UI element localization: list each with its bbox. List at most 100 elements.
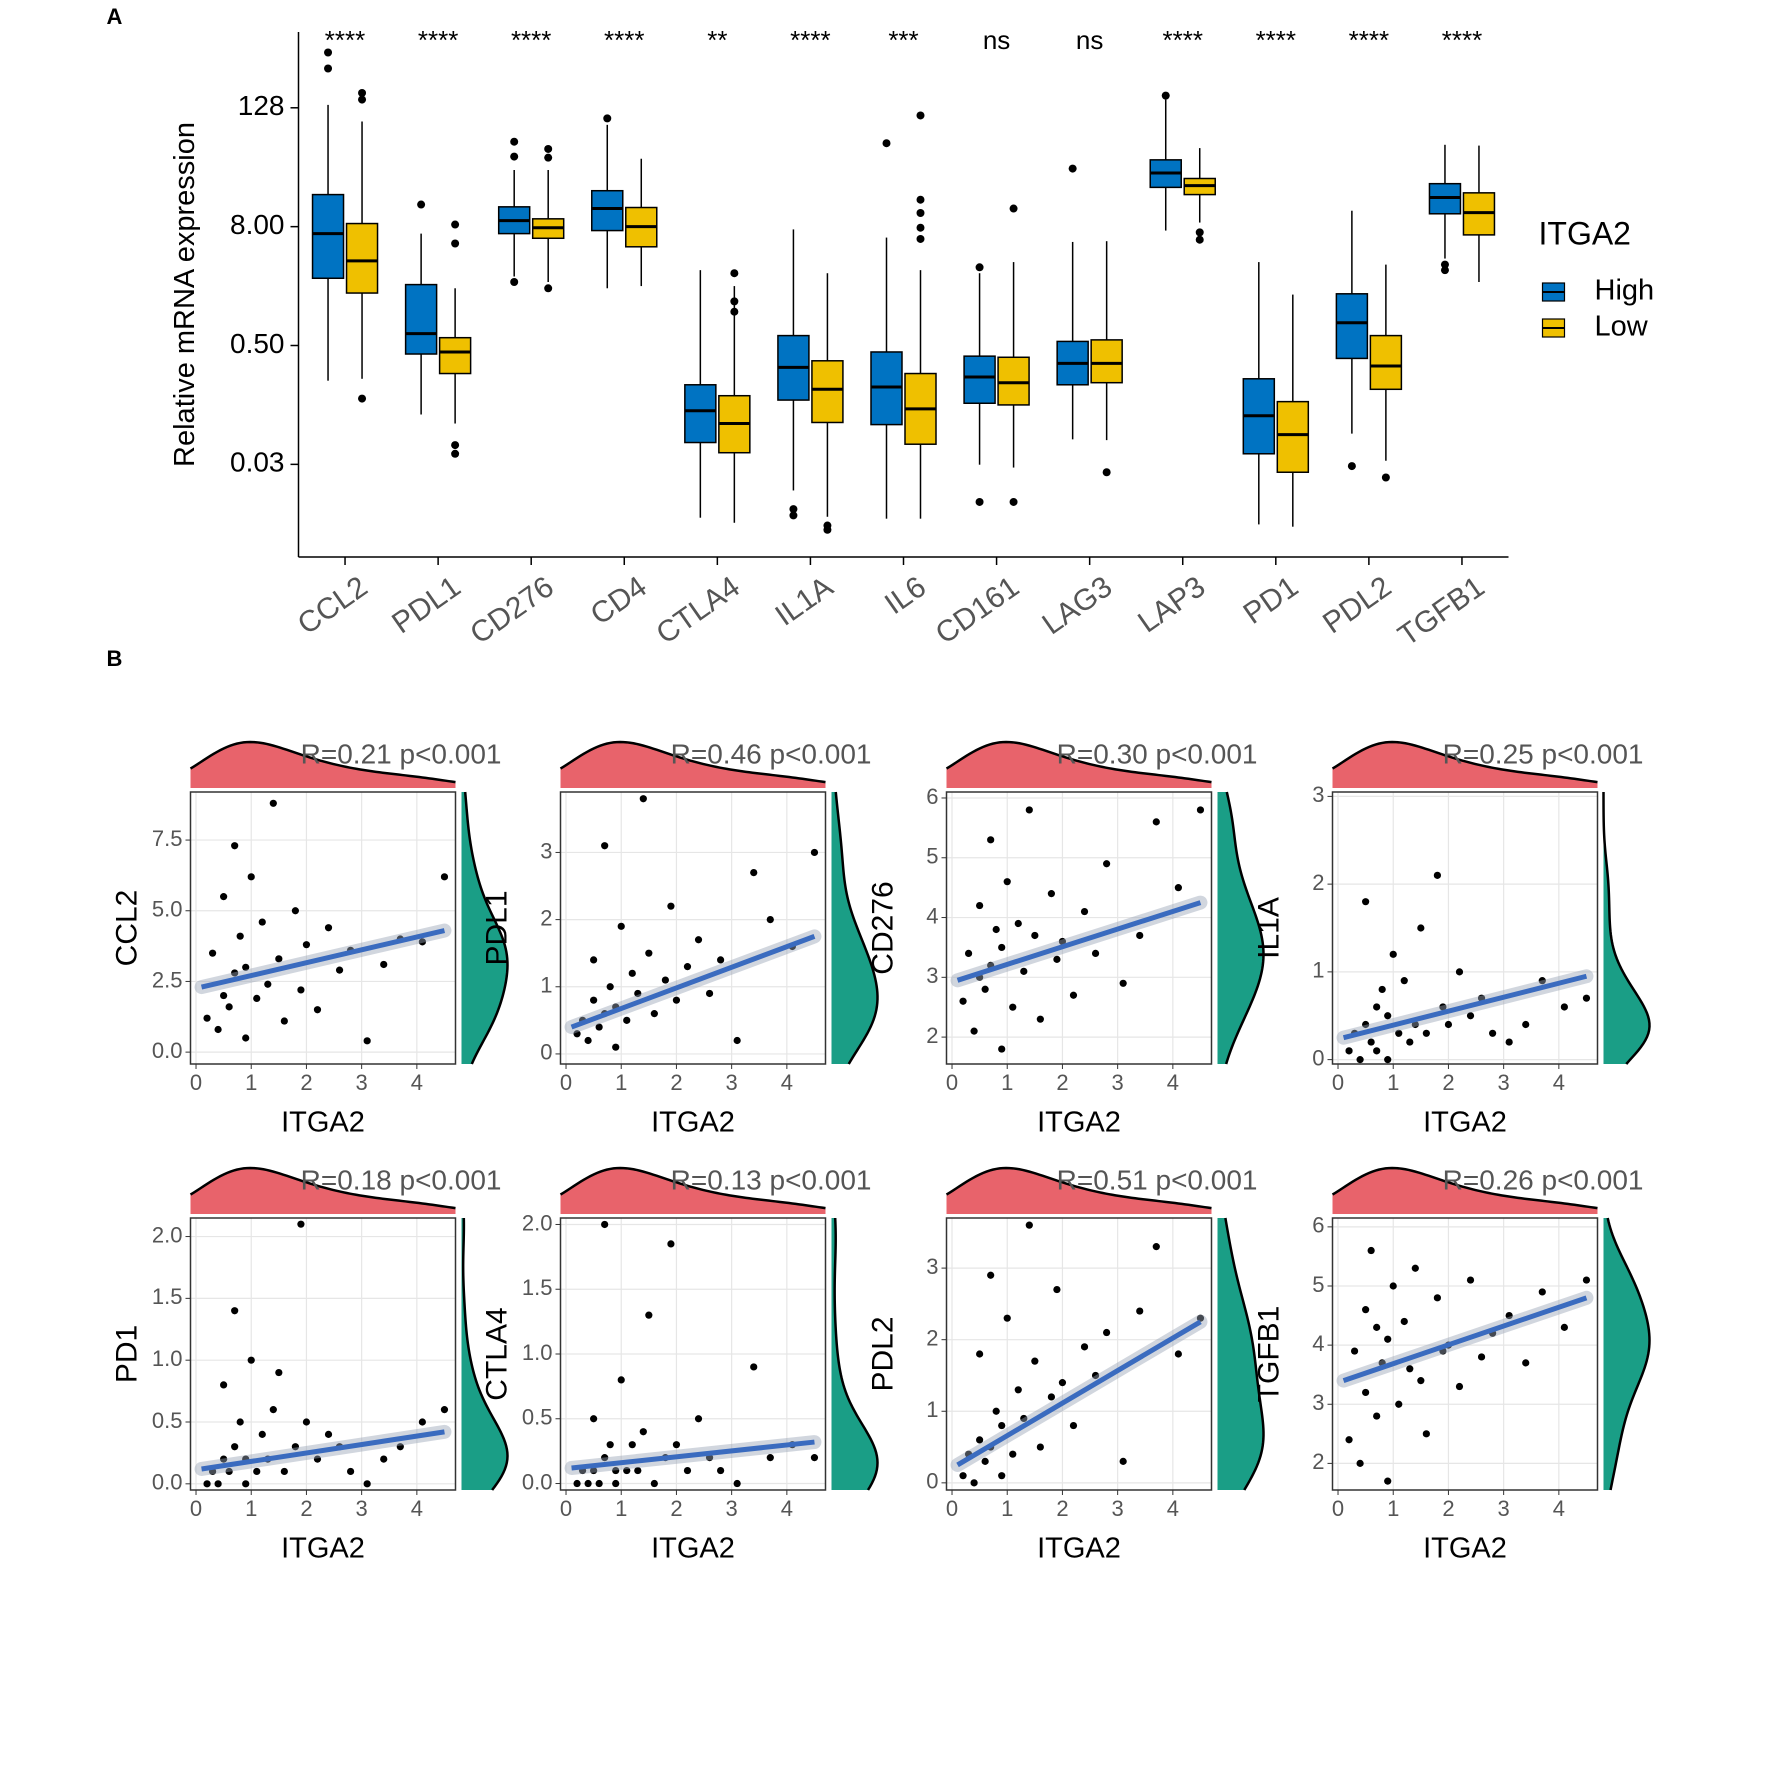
point bbox=[1477, 1353, 1486, 1361]
point bbox=[440, 1406, 449, 1414]
y-tick-label: 3 bbox=[926, 963, 938, 988]
y-axis-label: PDL2 bbox=[866, 1316, 899, 1391]
point bbox=[617, 1376, 625, 1384]
point bbox=[1422, 1430, 1430, 1438]
x-density-outline bbox=[189, 1166, 456, 1210]
point bbox=[220, 1381, 228, 1389]
point bbox=[959, 1472, 967, 1480]
point bbox=[1422, 1029, 1430, 1037]
correlation-annotation: R=0.21 p<0.001 bbox=[301, 738, 502, 769]
point bbox=[231, 969, 239, 977]
significance-label: **** bbox=[604, 25, 644, 55]
x-tick-label: 2 bbox=[1056, 1070, 1068, 1095]
x-axis-label: ITGA2 bbox=[651, 1533, 735, 1565]
point bbox=[1196, 806, 1205, 814]
plot-panel bbox=[190, 792, 456, 1064]
point bbox=[1433, 871, 1441, 879]
x-density-outline bbox=[945, 740, 1212, 784]
plot-border bbox=[1331, 791, 1599, 1065]
x-axis-label: ITGA2 bbox=[281, 1107, 365, 1139]
y-axis-label: Relative mRNA expression bbox=[169, 122, 201, 467]
correlation-annotation: R=0.30 p<0.001 bbox=[1057, 738, 1258, 769]
point bbox=[1433, 1294, 1441, 1302]
y-tick-label: 2 bbox=[926, 1325, 938, 1350]
point bbox=[683, 963, 692, 971]
point bbox=[1003, 878, 1011, 886]
point bbox=[694, 1415, 703, 1423]
point bbox=[1362, 898, 1370, 906]
y-axis-label: PD1 bbox=[110, 1325, 143, 1383]
point bbox=[220, 1455, 228, 1463]
x-tick-label: 1 bbox=[245, 1070, 257, 1095]
point bbox=[1091, 949, 1100, 958]
point bbox=[1400, 1317, 1408, 1326]
point bbox=[750, 1363, 758, 1371]
point bbox=[573, 1479, 581, 1488]
correlation-annotation: R=0.25 p<0.001 bbox=[1443, 738, 1644, 769]
point bbox=[612, 1479, 620, 1488]
significance-label: **** bbox=[790, 25, 830, 55]
point bbox=[705, 989, 714, 998]
point bbox=[590, 956, 598, 964]
point bbox=[1522, 1020, 1530, 1029]
point bbox=[1345, 1436, 1353, 1444]
point bbox=[253, 994, 261, 1003]
outlier bbox=[789, 511, 798, 520]
x-axis-label: ITGA2 bbox=[1423, 1533, 1507, 1565]
point bbox=[203, 1014, 211, 1022]
x-density-outline bbox=[1331, 1166, 1598, 1210]
plot-panel bbox=[560, 792, 826, 1064]
point bbox=[1014, 1386, 1022, 1394]
point bbox=[1400, 977, 1408, 985]
box bbox=[345, 222, 379, 294]
fit-line bbox=[1342, 973, 1588, 1041]
point bbox=[1367, 1038, 1375, 1046]
outlier bbox=[603, 114, 612, 123]
outlier bbox=[451, 449, 460, 458]
point bbox=[280, 1467, 288, 1476]
point bbox=[1378, 985, 1386, 994]
point bbox=[683, 1466, 692, 1475]
y-density bbox=[831, 792, 878, 1064]
point bbox=[573, 1030, 581, 1038]
y-tick-label: 1.5 bbox=[522, 1275, 553, 1300]
point bbox=[1384, 1056, 1392, 1064]
point bbox=[1389, 950, 1397, 958]
point bbox=[623, 1016, 631, 1024]
point bbox=[1389, 1282, 1397, 1290]
significance-label: **** bbox=[1349, 25, 1389, 55]
point bbox=[264, 980, 272, 988]
y-tick-label: 1.0 bbox=[152, 1346, 183, 1371]
y-density-outline bbox=[833, 1217, 879, 1491]
box bbox=[1369, 334, 1403, 391]
point bbox=[661, 976, 669, 984]
outlier bbox=[417, 200, 426, 209]
outlier bbox=[324, 64, 333, 73]
point bbox=[750, 868, 758, 877]
point bbox=[440, 873, 449, 881]
x-tick-label: 0 bbox=[190, 1496, 202, 1521]
y-tick-label: 0 bbox=[926, 1469, 938, 1494]
point bbox=[280, 1017, 288, 1025]
point bbox=[650, 1010, 658, 1018]
box bbox=[591, 189, 624, 232]
point bbox=[959, 997, 967, 1005]
point bbox=[1053, 1285, 1061, 1294]
point bbox=[628, 1441, 636, 1449]
point bbox=[634, 1466, 642, 1475]
point bbox=[1020, 967, 1028, 975]
panel-label: B bbox=[107, 646, 123, 671]
point bbox=[1417, 1377, 1425, 1385]
outlier bbox=[916, 223, 925, 232]
y-density-outline bbox=[1606, 1217, 1651, 1491]
y-tick-label: 5 bbox=[1312, 1272, 1324, 1297]
point bbox=[1560, 1003, 1568, 1011]
y-tick-label: 2.5 bbox=[152, 967, 183, 992]
x-density bbox=[1332, 1168, 1598, 1214]
legend-title: ITGA2 bbox=[1539, 215, 1631, 251]
point bbox=[987, 836, 995, 844]
outlier bbox=[358, 88, 367, 97]
x-density-outline bbox=[945, 1166, 1212, 1210]
point bbox=[297, 986, 305, 994]
y-tick-label: 5 bbox=[926, 844, 938, 869]
